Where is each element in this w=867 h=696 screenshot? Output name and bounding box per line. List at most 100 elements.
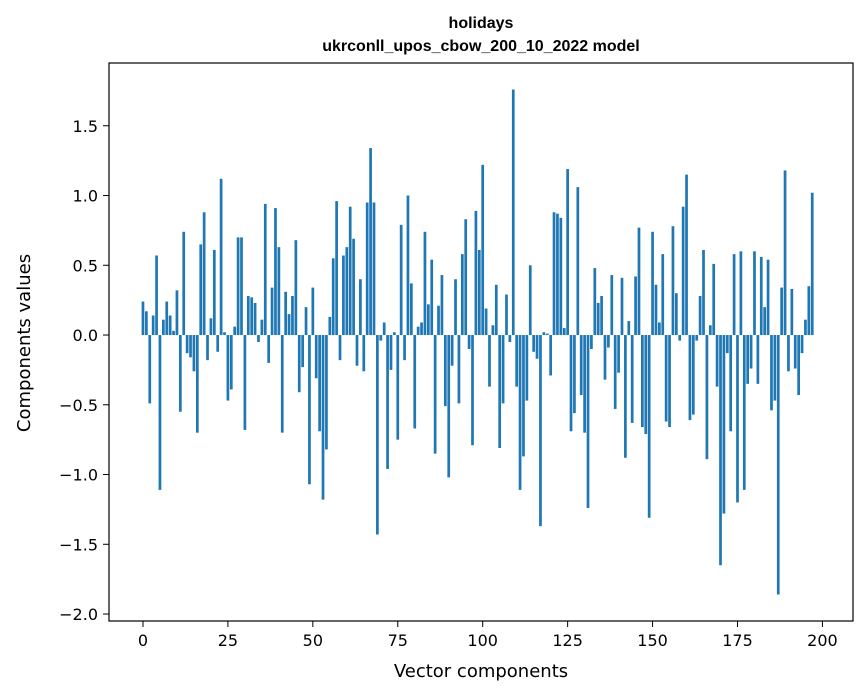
bar: [389, 335, 393, 370]
x-tick-label: 25: [218, 631, 238, 650]
bar: [793, 335, 797, 369]
bar: [664, 335, 668, 422]
bar: [328, 316, 332, 336]
bar: [603, 335, 607, 380]
bar: [583, 335, 586, 433]
bar: [766, 259, 770, 336]
bar: [277, 247, 281, 336]
bar: [532, 335, 536, 352]
bar: [406, 195, 410, 336]
bar: [420, 322, 423, 336]
bar: [590, 335, 593, 349]
bar: [291, 295, 294, 336]
bar: [552, 212, 556, 336]
y-tick-label: −1.0: [59, 466, 98, 485]
bar: [634, 276, 637, 336]
bar: [409, 283, 413, 336]
bar: [790, 288, 794, 336]
y-tick-label: 0.0: [73, 326, 98, 345]
bar: [460, 254, 464, 336]
bar: [739, 251, 743, 336]
chart-title: holidays: [449, 15, 514, 32]
bar: [498, 335, 502, 449]
x-tick-label: 75: [388, 631, 408, 650]
bar: [206, 335, 209, 361]
bar: [770, 335, 773, 411]
x-tick-label: 200: [807, 631, 838, 650]
bar: [586, 335, 590, 509]
x-tick-label: 150: [637, 631, 668, 650]
chart-subtitle: ukrconll_upos_cbow_200_10_2022 model: [322, 38, 639, 55]
bar: [528, 265, 532, 336]
bar: [545, 333, 549, 336]
bar: [416, 326, 420, 336]
bar: [145, 311, 148, 336]
bar: [297, 335, 301, 393]
bar: [481, 164, 485, 336]
bar: [708, 325, 712, 336]
bar: [212, 249, 216, 336]
x-tick-label: 50: [303, 631, 323, 650]
bar: [243, 335, 247, 430]
bar: [800, 335, 804, 354]
bar: [223, 332, 226, 336]
bar: [308, 335, 311, 485]
bar: [657, 322, 661, 336]
bar: [729, 335, 733, 432]
bar: [413, 335, 417, 429]
bar: [294, 240, 298, 336]
bar: [260, 319, 264, 336]
bar: [688, 335, 692, 421]
bar: [501, 335, 505, 404]
bar: [508, 335, 512, 342]
x-tick-label: 0: [138, 631, 148, 650]
bar: [155, 255, 158, 336]
bar: [257, 335, 260, 342]
bar: [491, 325, 495, 336]
bar: [518, 335, 522, 490]
bars-group: [141, 89, 814, 595]
bar: [719, 335, 722, 566]
bar: [756, 335, 760, 384]
bar: [304, 307, 308, 336]
bar: [195, 335, 199, 433]
bar: [759, 256, 763, 336]
bar: [505, 294, 508, 336]
bar: [641, 335, 644, 428]
bar: [355, 335, 359, 366]
bar: [372, 202, 376, 336]
bar: [362, 335, 366, 372]
bar: [780, 287, 784, 336]
bar: [732, 254, 736, 336]
bar: [219, 178, 223, 336]
bar: [209, 318, 213, 336]
bar: [610, 275, 614, 336]
x-tick-label: 175: [722, 631, 753, 650]
bar: [746, 335, 750, 384]
bar: [702, 249, 705, 336]
bar: [393, 332, 396, 336]
y-tick-label: −1.5: [59, 535, 98, 554]
plot-frame: [108, 62, 854, 622]
bar: [617, 335, 620, 373]
bar: [556, 213, 559, 336]
bar: [437, 305, 440, 336]
bar: [566, 169, 569, 336]
bar: [450, 335, 454, 366]
bar: [318, 335, 321, 432]
bar: [376, 335, 379, 535]
y-tick-label: 1.0: [73, 187, 98, 206]
bar: [525, 335, 529, 401]
bar: [630, 335, 634, 423]
bar: [396, 335, 400, 440]
bar: [681, 206, 685, 336]
bar: [253, 302, 257, 336]
bar: [624, 335, 627, 458]
bar: [216, 335, 220, 352]
bar: [175, 290, 179, 336]
bar: [321, 335, 325, 500]
bar: [797, 335, 801, 396]
x-tick-label: 125: [552, 631, 583, 650]
bar: [613, 335, 617, 409]
bar: [236, 237, 240, 336]
